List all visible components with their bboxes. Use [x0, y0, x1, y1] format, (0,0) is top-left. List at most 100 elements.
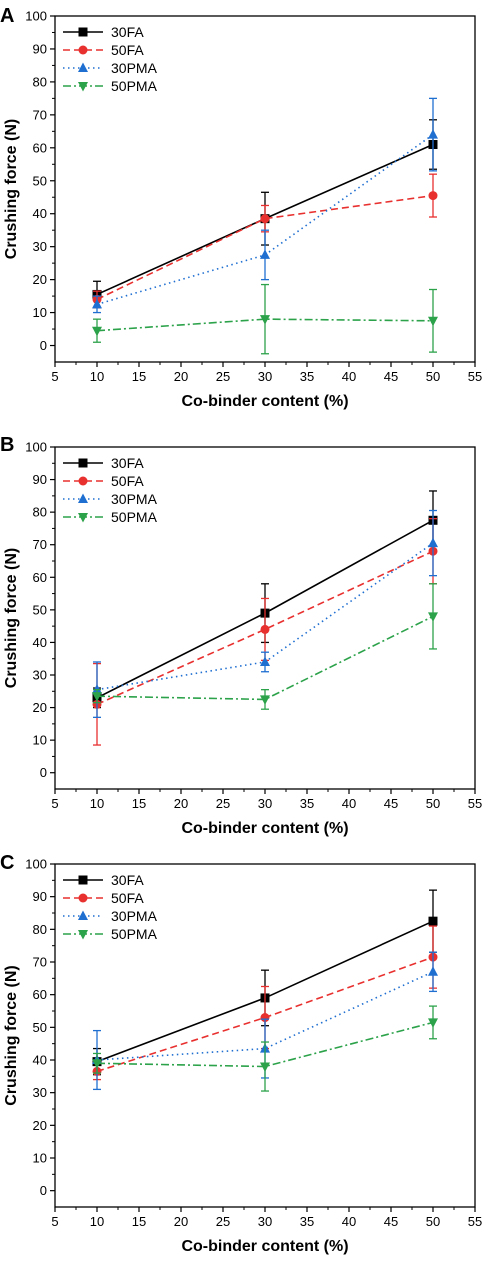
- x-tick-label: 25: [216, 1214, 230, 1229]
- y-tick-label: 0: [40, 765, 47, 780]
- x-tick-label: 35: [300, 1214, 314, 1229]
- y-tick-label: 100: [25, 440, 47, 455]
- x-tick-label: 5: [51, 369, 58, 384]
- chart-panel-c: C 5 10 15 20 25 30 35 40 45 50 55 0 10 20 30 40 50 60 70 80 9…: [0, 852, 482, 1255]
- y-tick-label: 40: [33, 635, 47, 650]
- legend-label: 30PMA: [111, 60, 158, 76]
- data-point: [92, 326, 102, 337]
- panel-letter: A: [0, 5, 14, 27]
- y-tick-label: 10: [33, 1151, 47, 1166]
- x-tick-label: 55: [468, 1214, 482, 1229]
- series-50fa: [92, 518, 438, 746]
- x-tick-label: 15: [132, 369, 146, 384]
- x-axis-title: Co-binder content (%): [181, 1238, 348, 1255]
- series-line: [96, 550, 434, 706]
- y-tick-label: 50: [33, 1020, 47, 1035]
- y-tick-label: 80: [33, 74, 47, 89]
- x-tick-label: 10: [90, 1214, 104, 1229]
- data-point: [428, 612, 438, 622]
- y-axis-title: Crushing force (N): [3, 965, 20, 1105]
- y-tick-label: 80: [33, 922, 47, 937]
- series-30pma: [92, 97, 438, 314]
- series-30pma: [92, 509, 438, 718]
- y-axis-title: Crushing force (N): [3, 119, 20, 259]
- x-tick-label: 20: [174, 369, 188, 384]
- legend-label: 50PMA: [111, 509, 158, 525]
- y-tick-label: 40: [33, 1053, 47, 1068]
- legend-marker: [78, 513, 88, 523]
- y-tick-label: 50: [33, 602, 47, 617]
- data-point: [428, 316, 438, 327]
- y-tick-label: 30: [33, 1085, 47, 1100]
- x-tick-label: 40: [342, 796, 356, 811]
- x-tick-label: 40: [342, 1214, 356, 1229]
- series-line: [96, 194, 434, 301]
- data-point: [428, 129, 438, 139]
- y-tick-label: 50: [33, 173, 47, 188]
- x-tick-label: 35: [300, 796, 314, 811]
- chart-panel-a: A 5 10 15 20 25 30 35 40 45 50 55 0 10 20 30 40 50 60 70 80 9…: [0, 5, 482, 410]
- y-tick-label: 90: [33, 41, 47, 56]
- y-tick-label: 0: [40, 338, 47, 353]
- legend-label: 50FA: [111, 42, 144, 58]
- y-tick-label: 70: [33, 955, 47, 970]
- y-tick-label: 100: [25, 9, 47, 24]
- data-point: [428, 191, 438, 201]
- legend-marker: [78, 62, 88, 72]
- y-tick-label: 20: [33, 272, 47, 287]
- y-tick-label: 10: [33, 305, 47, 320]
- legend-label: 50PMA: [111, 78, 158, 94]
- legend-label: 30FA: [111, 455, 144, 471]
- data-point: [92, 298, 102, 309]
- data-point: [260, 249, 270, 259]
- x-tick-label: 35: [300, 369, 314, 384]
- series-50pma: [92, 583, 438, 710]
- panel-letter: C: [0, 852, 14, 874]
- legend-label: 30PMA: [111, 491, 158, 507]
- legend-label: 30FA: [111, 24, 144, 40]
- y-tick-label: 30: [33, 239, 47, 254]
- x-tick-label: 55: [468, 369, 482, 384]
- x-tick-label: 30: [258, 796, 272, 811]
- data-point: [92, 684, 102, 694]
- data-point: [428, 1018, 438, 1028]
- data-point: [92, 1059, 102, 1069]
- data-point: [260, 624, 270, 634]
- x-tick-label: 5: [51, 796, 58, 811]
- data-point: [260, 695, 270, 705]
- x-tick-label: 20: [174, 796, 188, 811]
- x-tick-label: 30: [258, 369, 272, 384]
- y-tick-label: 20: [33, 1118, 47, 1133]
- legend-label: 50PMA: [111, 926, 158, 942]
- x-tick-label: 20: [174, 1214, 188, 1229]
- y-tick-label: 20: [33, 700, 47, 715]
- data-point: [92, 692, 102, 702]
- y-tick-label: 60: [33, 140, 47, 155]
- legend-marker: [78, 493, 88, 503]
- legend-marker: [78, 476, 88, 486]
- y-tick-label: 40: [33, 206, 47, 221]
- y-tick-label: 60: [33, 570, 47, 585]
- series-line: [96, 615, 434, 701]
- data-point: [260, 1062, 270, 1073]
- series-line: [96, 971, 434, 1061]
- y-tick-label: 100: [25, 857, 47, 872]
- data-point: [428, 537, 438, 548]
- x-tick-label: 15: [132, 1214, 146, 1229]
- x-axis-title: Co-binder content (%): [181, 820, 348, 837]
- series-50pma: [92, 283, 438, 355]
- y-tick-label: 70: [33, 107, 47, 122]
- series-line: [96, 1021, 434, 1068]
- series-50fa: [92, 173, 438, 309]
- legend-label: 50FA: [111, 890, 144, 906]
- x-tick-label: 45: [384, 796, 398, 811]
- x-tick-label: 45: [384, 1214, 398, 1229]
- y-tick-label: 60: [33, 987, 47, 1002]
- data-point: [428, 966, 438, 976]
- legend-marker: [78, 45, 88, 55]
- legend-marker: [78, 875, 88, 885]
- y-tick-label: 10: [33, 733, 47, 748]
- y-tick-label: 70: [33, 537, 47, 552]
- x-tick-label: 50: [426, 369, 440, 384]
